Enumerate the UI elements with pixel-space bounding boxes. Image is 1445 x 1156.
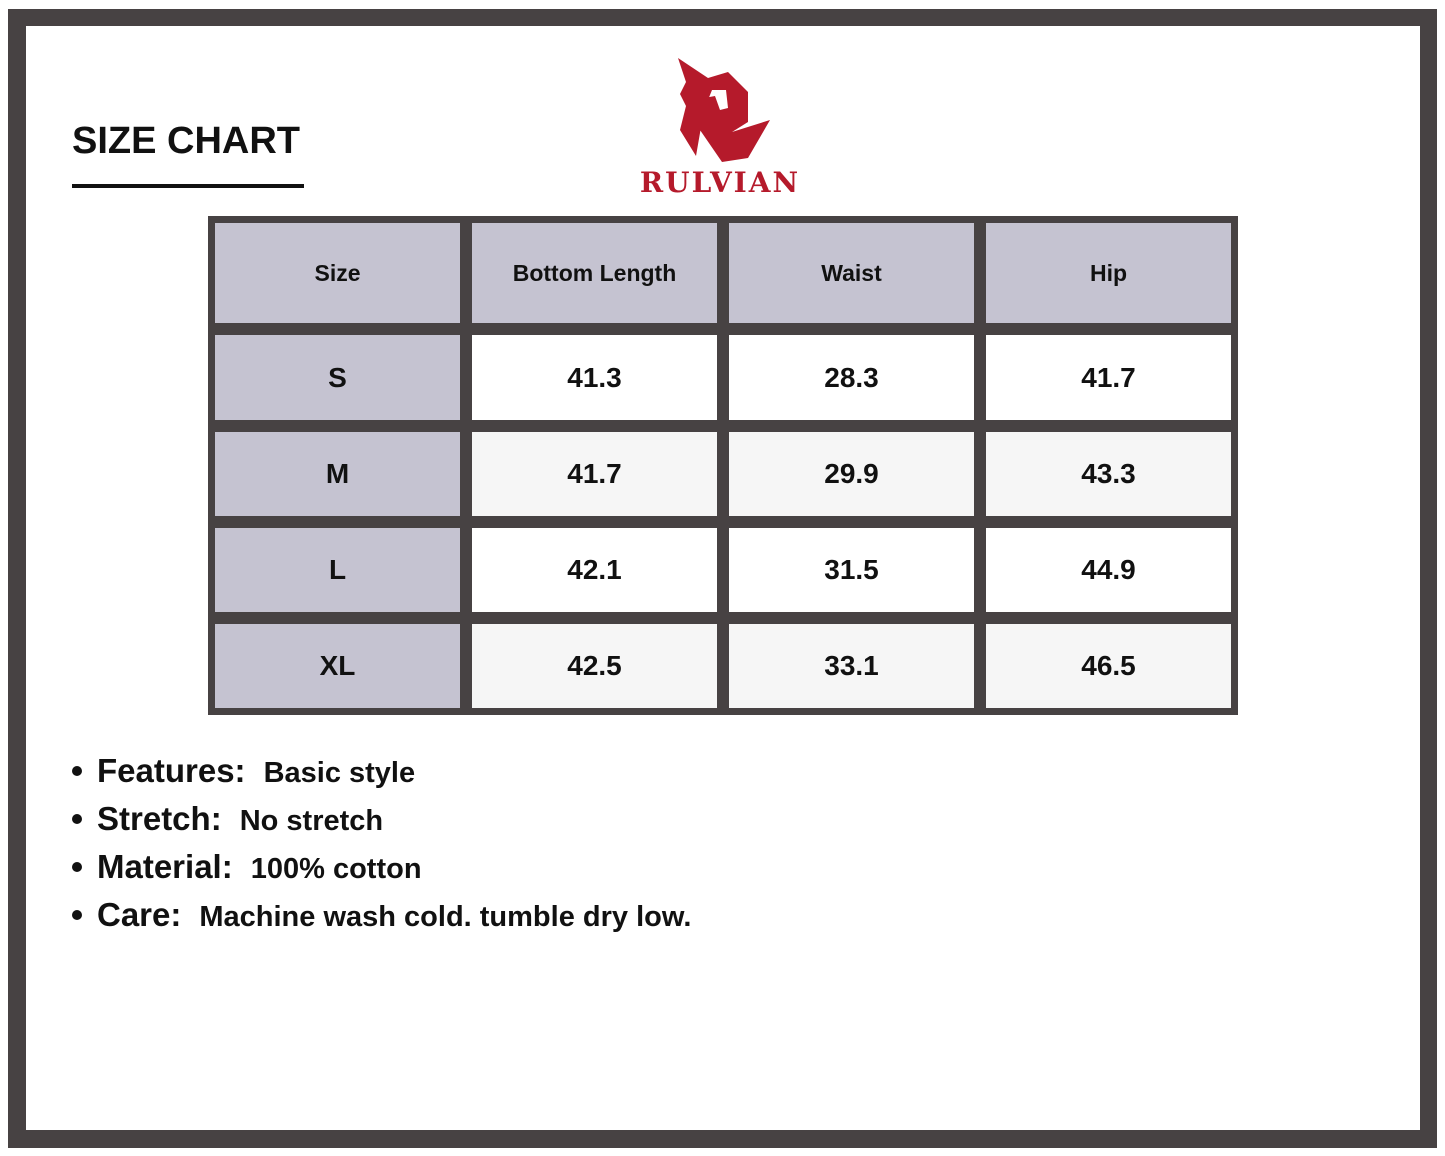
measurement-cell: 41.7 [472, 432, 717, 516]
measurement-cell: 46.5 [986, 624, 1231, 708]
measurement-cell: 33.1 [729, 624, 974, 708]
brand-name: RULVIAN [639, 166, 801, 199]
note-item: Stretch: No stretch [72, 800, 691, 848]
size-cell: S [215, 335, 460, 420]
title-underline [72, 184, 304, 188]
column-header: Bottom Length [472, 223, 717, 323]
bullet-icon [72, 862, 82, 872]
column-header: Size [215, 223, 460, 323]
measurement-cell: 28.3 [729, 335, 974, 420]
column-header: Hip [986, 223, 1231, 323]
size-cell: XL [215, 624, 460, 708]
note-text: 100% cotton [250, 853, 422, 885]
note-text: No stretch [239, 805, 384, 837]
note-text: Basic style [263, 757, 416, 789]
note-item: Care: Machine wash cold. tumble dry low. [72, 896, 691, 944]
r-logo-icon [678, 58, 770, 162]
size-cell: M [215, 432, 460, 516]
size-cell: L [215, 528, 460, 612]
note-item: Features: Basic style [72, 752, 691, 800]
note-label: Material: [97, 848, 233, 885]
measurement-cell: 44.9 [986, 528, 1231, 612]
measurement-cell: 42.1 [472, 528, 717, 612]
measurement-cell: 43.3 [986, 432, 1231, 516]
note-label: Stretch: [97, 800, 222, 837]
note-label: Care: [97, 896, 182, 933]
column-header: Waist [729, 223, 974, 323]
size-table: Size Bottom Length Waist Hip S 41.3 28.3 41.7 M 4… [208, 216, 1238, 715]
bullet-icon [72, 910, 82, 920]
product-notes: Features: Basic style Stretch: No stretch Ma… [72, 752, 691, 944]
measurement-cell: 29.9 [729, 432, 974, 516]
note-item: Material: 100% cotton [72, 848, 691, 896]
note-label: Features: [97, 752, 246, 789]
note-text: Machine wash cold. tumble dry low. [199, 901, 692, 933]
measurement-cell: 41.3 [472, 335, 717, 420]
brand-logo: RULVIAN [620, 50, 820, 200]
page-title: SIZE CHART [72, 120, 300, 162]
measurement-cell: 42.5 [472, 624, 717, 708]
measurement-cell: 41.7 [986, 335, 1231, 420]
bullet-icon [72, 766, 82, 776]
measurement-cell: 31.5 [729, 528, 974, 612]
bullet-icon [72, 814, 82, 824]
